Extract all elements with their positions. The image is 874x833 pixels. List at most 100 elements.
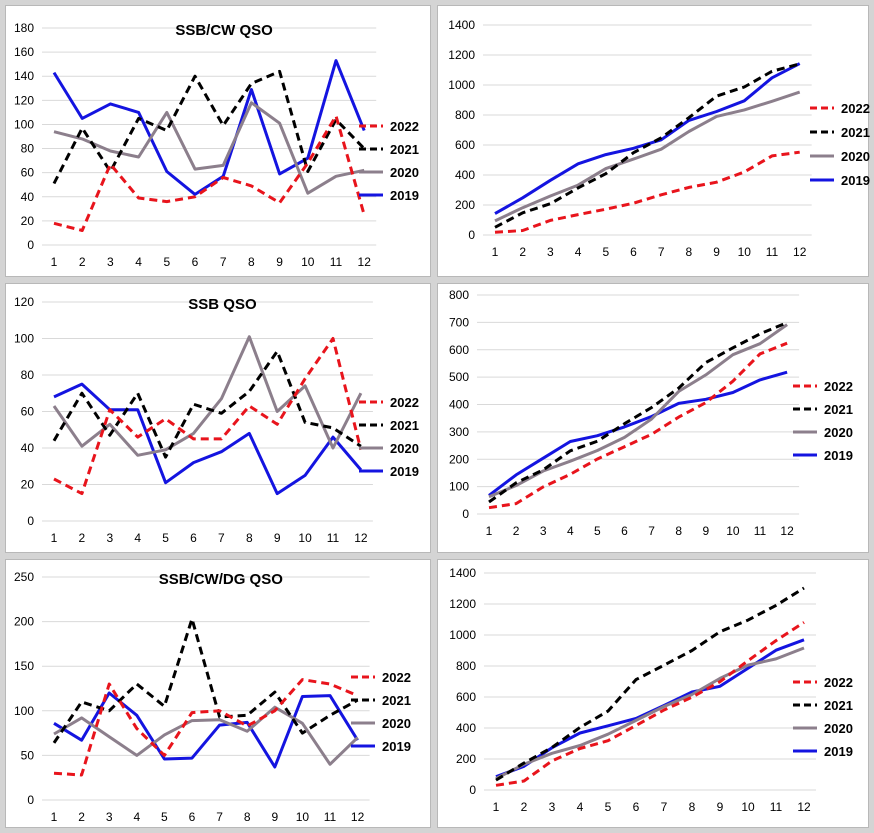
- chart-ssb-cw-monthly-ytick-6: 120: [14, 93, 34, 107]
- chart-ssb-monthly-ytick-1: 20: [21, 478, 35, 492]
- chart-ssb-cw-monthly-xtick-1: 2: [79, 255, 86, 269]
- chart-ssb-cw-dg-cumulative-ytick-0: 0: [469, 783, 476, 797]
- chart-ssb-cw-monthly-xtick-8: 9: [276, 255, 283, 269]
- chart-ssb-cw-monthly-xtick-5: 6: [192, 255, 199, 269]
- chart-ssb-monthly-legend-label-2022: 2022: [390, 395, 419, 410]
- chart-ssb-cw-dg-cumulative-xtick-1: 2: [521, 800, 528, 814]
- chart-ssb-cw-cumulative-xtick-6: 7: [658, 245, 665, 259]
- chart-ssb-monthly-xtick-2: 3: [106, 531, 113, 545]
- chart-ssb-monthly-series-2022: [53, 337, 363, 496]
- chart-ssb-cw-dg-cumulative-ytick-1: 200: [456, 752, 476, 766]
- chart-ssb-cw-dg-monthly-ytick-4: 200: [14, 615, 34, 629]
- chart-ssb-cw-dg-monthly-legend-label-2020: 2020: [382, 716, 411, 731]
- chart-ssb-cumulative-xtick-0: 1: [486, 524, 493, 538]
- chart-ssb-cw-monthly-legend-label-2021: 2021: [390, 142, 419, 157]
- chart-ssb-cw-monthly-ytick-9: 180: [14, 21, 34, 35]
- chart-ssb-cw-dg-monthly-xtick-5: 6: [189, 810, 196, 824]
- chart-ssb-cw-cumulative-legend-label-2021: 2021: [841, 125, 870, 140]
- chart-ssb-cw-dg-monthly-xtick-11: 12: [351, 810, 365, 824]
- chart-ssb-cw-dg-cumulative-series-2022: [495, 621, 805, 787]
- chart-ssb-cw-dg-monthly-legend-label-2019: 2019: [382, 739, 411, 754]
- chart-ssb-cw-monthly-series-2021: [52, 69, 366, 185]
- chart-ssb-cumulative-legend-label-2021: 2021: [824, 402, 853, 417]
- chart-ssb-cw-dg-monthly-legend-label-2022: 2022: [382, 670, 411, 685]
- chart-ssb-cw-cumulative-ytick-1: 200: [455, 198, 475, 212]
- chart-ssb-cw-dg-cumulative-series-2020: [495, 646, 805, 780]
- chart-ssb-monthly-ytick-0: 0: [27, 514, 34, 528]
- chart-ssb-cw-cumulative-xtick-2: 3: [547, 245, 554, 259]
- chart-ssb-cw-dg-monthly-ytick-2: 100: [14, 704, 34, 718]
- chart-ssb-cw-monthly-xtick-7: 8: [248, 255, 255, 269]
- chart-ssb-cw-dg-monthly-ytick-1: 50: [21, 748, 35, 762]
- chart-ssb-cw-cumulative-xtick-10: 11: [766, 245, 779, 259]
- chart-ssb-cw-cumulative-xtick-1: 2: [519, 245, 526, 259]
- chart-ssb-cw-monthly-xtick-2: 3: [107, 255, 114, 269]
- chart-ssb-cw-dg-monthly-xtick-8: 9: [271, 810, 278, 824]
- chart-ssb-cw-dg-cumulative-ytick-2: 400: [456, 721, 476, 735]
- chart-ssb-cw-monthly-series-2019: [52, 59, 366, 196]
- chart-ssb-cw-dg-cumulative-xtick-0: 1: [493, 800, 500, 814]
- chart-ssb-cw-dg-cumulative-legend-label-2022: 2022: [824, 675, 853, 690]
- chart-ssb-cw-monthly-ytick-3: 60: [21, 166, 35, 180]
- chart-ssb-cw-dg-cumulative-xtick-10: 11: [770, 800, 783, 814]
- chart-ssb-cumulative-legend-label-2020: 2020: [824, 425, 853, 440]
- chart-ssb-cw-dg-monthly-xtick-2: 3: [106, 810, 113, 824]
- chart-ssb-monthly-xtick-4: 5: [162, 531, 169, 545]
- chart-ssb-cw-dg-monthly-xtick-9: 10: [296, 810, 310, 824]
- chart-ssb-cw-cumulative-series-2022: [494, 150, 800, 234]
- chart-ssb-cw-dg-monthly-xtick-0: 1: [51, 810, 58, 824]
- chart-ssb-cumulative-ytick-4: 400: [449, 398, 469, 412]
- chart-ssb-cw-cumulative: 0 200 400 600 800 1000 1200 1400 1 2 3 4 5 6 7 8 9 10 11 12…: [437, 5, 870, 277]
- chart-ssb-cw-dg-monthly-xtick-7: 8: [244, 810, 251, 824]
- chart-ssb-cumulative-ytick-7: 700: [449, 315, 469, 329]
- chart-ssb-monthly-ytick-5: 100: [14, 332, 34, 346]
- chart-ssb-monthly-ytick-6: 120: [14, 295, 34, 309]
- chart-ssb-cumulative: 0 100 200 300 400 500 600 700 800 1 2 3 4 5 6 7 8 9 10 11 12…: [437, 283, 869, 553]
- chart-ssb-cumulative-xtick-10: 11: [754, 524, 767, 538]
- chart-ssb-cw-monthly-legend-label-2020: 2020: [390, 165, 419, 180]
- chart-ssb-cw-dg-monthly-series-2022: [53, 678, 359, 777]
- chart-ssb-monthly-xtick-5: 6: [190, 531, 197, 545]
- chart-ssb-cumulative-series-2019: [488, 370, 788, 497]
- chart-ssb-cw-cumulative-legend-label-2022: 2022: [841, 101, 870, 116]
- chart-ssb-cw-monthly-ytick-2: 40: [21, 190, 35, 204]
- chart-ssb-cw-monthly-legend-label-2019: 2019: [390, 188, 419, 203]
- chart-ssb-cumulative-ytick-8: 800: [449, 288, 469, 302]
- chart-ssb-monthly-ytick-4: 80: [21, 368, 35, 382]
- chart-ssb-cumulative-series-2021: [488, 321, 788, 504]
- chart-ssb-cw-dg-cumulative: 0 200 400 600 800 1000 1200 1400 1 2 3 4 5 6 7 8 9 10 11 12…: [437, 559, 869, 828]
- chart-ssb-monthly-ytick-2: 40: [21, 441, 35, 455]
- chart-ssb-monthly-legend-label-2021: 2021: [390, 418, 419, 433]
- chart-ssb-cw-cumulative-xtick-0: 1: [492, 245, 499, 259]
- chart-ssb-cw-monthly-xtick-10: 11: [330, 255, 343, 269]
- chart-ssb-cw-dg-cumulative-xtick-11: 12: [797, 800, 811, 814]
- chart-ssb-cumulative-series-2022: [488, 341, 788, 510]
- chart-ssb-cw-dg-cumulative-xtick-6: 7: [661, 800, 668, 814]
- chart-ssb-monthly-ytick-3: 60: [21, 405, 35, 419]
- chart-ssb-cw-monthly-ytick-0: 0: [27, 238, 34, 252]
- chart-ssb-monthly-xtick-0: 1: [51, 531, 58, 545]
- chart-ssb-cumulative-ytick-1: 100: [449, 480, 469, 494]
- chart-ssb-cw-cumulative-ytick-5: 1000: [448, 78, 475, 92]
- chart-ssb-cw-dg-monthly-series-2020: [53, 705, 359, 766]
- chart-ssb-cw-cumulative-ytick-4: 800: [455, 108, 475, 122]
- chart-ssb-cw-monthly-xtick-0: 1: [51, 255, 58, 269]
- chart-ssb-cw-cumulative-ytick-6: 1200: [448, 48, 475, 62]
- chart-ssb-cw-cumulative-legend-label-2019: 2019: [841, 173, 870, 188]
- chart-ssb-cw-cumulative-ytick-7: 1400: [448, 18, 475, 32]
- chart-ssb-cw-dg-monthly: 0 50 100 150 200 250 1 2 3 4 5 6 7 8 9 10 11 12 SSB/CW/DG …: [5, 559, 431, 828]
- chart-ssb-cw-monthly-series-2020: [53, 101, 365, 195]
- chart-ssb-cumulative-xtick-6: 7: [648, 524, 655, 538]
- chart-ssb-cw-dg-cumulative-series-2021: [495, 586, 805, 782]
- chart-ssb-cw-dg-monthly-xtick-6: 7: [216, 810, 223, 824]
- chart-ssb-cw-dg-cumulative-xtick-2: 3: [549, 800, 556, 814]
- chart-ssb-monthly-xtick-6: 7: [218, 531, 225, 545]
- chart-ssb-cumulative-xtick-2: 3: [540, 524, 547, 538]
- chart-ssb-monthly-series-2021: [52, 349, 362, 459]
- chart-ssb-monthly-legend-label-2020: 2020: [390, 441, 419, 456]
- chart-ssb-cw-cumulative-ytick-2: 400: [455, 168, 475, 182]
- chart-ssb-cw-dg-cumulative-xtick-4: 5: [605, 800, 612, 814]
